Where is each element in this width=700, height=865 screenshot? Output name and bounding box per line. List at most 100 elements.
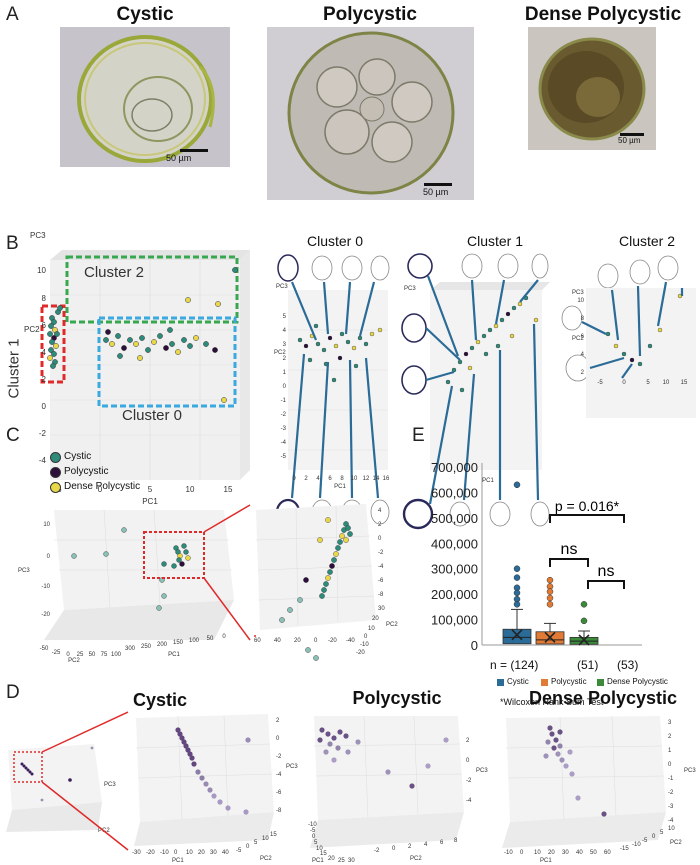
- dz-pc3-tick: -2: [276, 754, 282, 760]
- d-pc2-label: PC2: [98, 828, 110, 834]
- c2-y-tick: 8: [581, 316, 585, 322]
- dp-pc1-label: PC1: [312, 858, 324, 864]
- dz-pc3-tick: -8: [276, 808, 282, 814]
- cluster-2-plot: 10 8 6 4 2 -5 0 5 10 15 PC3 PC2: [560, 250, 700, 510]
- y-tick: 0: [42, 402, 47, 411]
- outlier-point: [580, 601, 588, 608]
- outlier-point: [546, 588, 554, 595]
- dp-pc2-tick: -2: [374, 848, 380, 854]
- dz-pc1-tick: 30: [210, 850, 217, 856]
- dd-pc1-tick: 60: [604, 850, 611, 856]
- cluster-1-label: Cluster 1: [5, 338, 23, 399]
- c0-x-tick: 8: [340, 476, 344, 482]
- cluster-1-plot: PC3 PC1: [400, 250, 550, 535]
- dp-pc1-tick: 0: [312, 834, 316, 840]
- c-pc2-tick: 25: [77, 652, 84, 658]
- cluster-1-box: [40, 304, 66, 384]
- c0-x-tick: 6: [328, 476, 332, 482]
- statistic-footnote: *Wilcoxon Rank Sum Test: [500, 697, 604, 707]
- panel-b-letter: B: [6, 233, 19, 254]
- dp-pc1-tick: 5: [314, 840, 318, 846]
- y-tick-label: 400,000: [431, 536, 478, 551]
- polycystic-title: Polycystic: [323, 4, 417, 25]
- c0-y-tick: 5: [283, 314, 287, 320]
- cystic-title: Cystic: [116, 4, 174, 25]
- panel-b-main-plot: 10 8 6 4 2 0 -2 -4 -5 0 5 10 15 PC1 PC3 …: [6, 231, 260, 520]
- cluster-0-label: Cluster 0: [122, 407, 183, 424]
- c-pc2-tick: 0: [66, 652, 70, 658]
- y-tick-label: 200,000: [431, 587, 478, 602]
- d-cystic-points: [175, 727, 251, 815]
- cluster-1-title: Cluster 1: [466, 233, 524, 249]
- dense-legend-marker: [50, 482, 61, 493]
- c-pc2-tick: 75: [101, 652, 108, 658]
- cluster-2-box: [65, 255, 239, 324]
- c-pc2-tick: 100: [111, 652, 122, 658]
- c0-y-tick: 0: [283, 384, 287, 390]
- c2-x-tick: 5: [646, 380, 650, 386]
- dd-pc2-tick: -5: [642, 838, 648, 844]
- dd-pc3-tick: 2: [668, 734, 672, 740]
- cluster-0-plot: 5 4 3 2 1 0 -1 -2 -3 -4 -5 0 2 4 6 8 10 …: [270, 250, 398, 535]
- c-pc2-tick: 50: [89, 652, 96, 658]
- c0-y-tick: -3: [281, 426, 287, 432]
- zoom-pc3-tick: 0: [378, 536, 382, 542]
- zoom-pc3-tick: 2: [378, 522, 382, 528]
- dense-legend-label: Dense Polycystic: [64, 481, 141, 492]
- dp-pc1-tick: -5: [310, 828, 316, 834]
- c0-y-tick: -2: [281, 412, 287, 418]
- polycystic-legend-label: Polycystic: [64, 466, 109, 477]
- y-tick: -4: [39, 456, 47, 465]
- pc3-axis-label: PC3: [30, 231, 46, 240]
- dd-pc1-tick: -10: [504, 850, 513, 856]
- c-z-tick: 0: [47, 554, 51, 560]
- dp-pc3-tick: 0: [466, 758, 470, 764]
- zoom-pc2-tick: -20: [356, 650, 365, 656]
- c-z-tick: -10: [41, 584, 50, 590]
- legend-label-dense: Dense Polycystic: [607, 677, 668, 686]
- dd-pc3-label: PC3: [684, 768, 696, 774]
- ns-label-2: ns: [598, 563, 615, 580]
- c2-pc3-label: PC3: [572, 290, 584, 296]
- dd-pc2-label: PC2: [670, 840, 682, 846]
- outlier-point: [546, 601, 554, 608]
- c2-y-tick: 10: [577, 298, 584, 304]
- y-tick-label: 100,000: [431, 613, 478, 628]
- d-polycystic-title: Polycystic: [352, 688, 442, 708]
- dp-pc2-tick: 0: [392, 846, 396, 852]
- zoom-pc2-tick: 10: [368, 626, 375, 632]
- outlier-point: [546, 594, 554, 602]
- dz-pc1-tick: -10: [160, 850, 169, 856]
- dz-pc1-tick: 0: [174, 850, 178, 856]
- d-cystic-overview: PC3 PC2: [2, 740, 116, 840]
- polycystic-micrograph: 50 µm: [267, 27, 474, 200]
- y-tick: 6: [42, 321, 47, 330]
- c2-x-tick: 15: [681, 380, 688, 386]
- panel-c-letter: C: [6, 425, 20, 446]
- c2-x-tick: -5: [597, 380, 603, 386]
- c1-pc1-label: PC1: [482, 478, 494, 484]
- cystic-micrograph: 50 µm: [60, 27, 230, 167]
- scale-bar-label: 50 µm: [618, 136, 641, 145]
- dz-pc1-tick: -30: [132, 850, 141, 856]
- dz-pc2-tick: 10: [262, 836, 269, 842]
- panel-c-legend: Cystic Polycystic Dense Polycystic: [50, 451, 190, 498]
- dp-pc3-tick: 2: [466, 738, 470, 744]
- c-z-tick: 10: [43, 522, 50, 528]
- dd-pc3-tick: -2: [668, 790, 674, 796]
- c2-y-tick: 6: [581, 334, 585, 340]
- c2-pc2-label: PC2: [572, 336, 584, 342]
- dz-pc2-tick: -5: [236, 848, 242, 854]
- panel-a-letter: A: [6, 4, 19, 25]
- c0-x-tick: 14: [373, 476, 380, 482]
- x-tick: 15: [224, 485, 233, 494]
- y-tick-label: 0: [471, 638, 478, 653]
- dd-pc1-tick: 20: [548, 850, 555, 856]
- dd-pc3-tick: -1: [668, 776, 674, 782]
- d-cystic-title: Cystic: [132, 690, 188, 710]
- y-tick: 8: [42, 294, 47, 303]
- polycystic-legend-marker: [50, 467, 61, 478]
- outlier-point: [513, 601, 521, 608]
- dd-pc2-tick: 5: [660, 830, 664, 836]
- dp-pc1-tick: 10: [316, 846, 323, 852]
